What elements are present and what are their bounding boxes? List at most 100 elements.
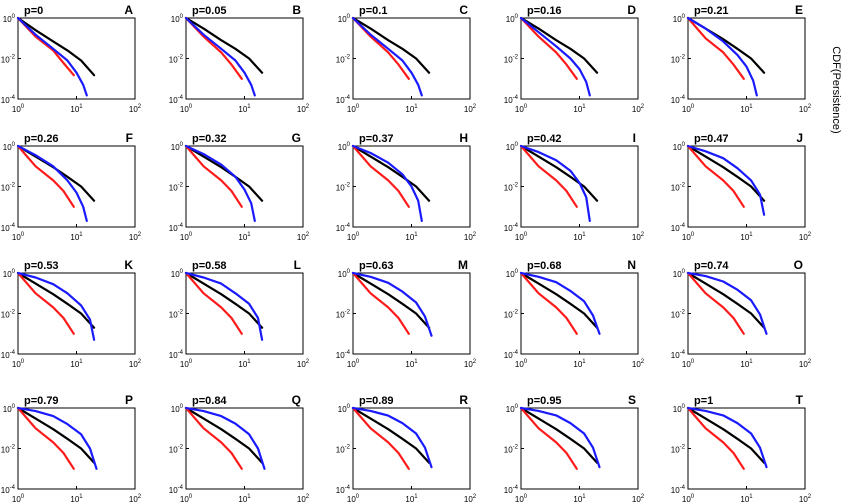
panel-c-ytick-label-0-base: 10 <box>338 15 347 24</box>
panel-b-xtick-label-0-exp: 0 <box>189 104 193 110</box>
panel-q-letter: Q <box>292 393 301 407</box>
panel-k-ytick-label-2-base: 10 <box>1 351 10 360</box>
panel-k-xtick-label-2: 102 <box>129 359 142 369</box>
panel-g-blue-line <box>184 144 256 222</box>
panel-s-xtick-label-1: 101 <box>573 494 586 503</box>
panel-r-ytick-label-2: 10-4 <box>336 485 351 495</box>
panel-l-xtick-label-0-exp: 0 <box>189 359 193 365</box>
panel-t-axes-box <box>687 407 806 490</box>
panel-d-xtick-label-1-exp: 1 <box>582 104 586 110</box>
panel-i-xtick-label-1-base: 10 <box>573 233 582 242</box>
panel-i-xtick-label-0: 100 <box>515 232 528 242</box>
panel-k-ytick-label-0-base: 10 <box>3 270 12 279</box>
panel-b-ytick-label-1-exp: -2 <box>178 55 184 61</box>
panel-o-xtick-label-2-base: 10 <box>799 360 808 369</box>
panel-b-ytick-label-2-exp: -4 <box>178 95 184 101</box>
panel-q-ytick-label-1: 10-2 <box>169 445 184 455</box>
panel-a-xtick-label-0-exp: 0 <box>21 104 25 110</box>
panel-r-xtick-label-0-base: 10 <box>347 495 356 503</box>
panel-h-ytick-label-2-exp: -4 <box>345 223 351 229</box>
panel-d-ytick-label-2-base: 10 <box>504 96 513 105</box>
panel-r-blue-line <box>351 406 433 469</box>
panel-a-ytick-label-1: 10-2 <box>1 55 16 65</box>
panel-i-xtick-label-2-exp: 2 <box>641 232 645 238</box>
panel-g-ytick-label-2: 10-4 <box>169 223 184 233</box>
panel-h-ytick-label-1: 10-2 <box>336 183 351 193</box>
panel-o-xtick-label-2: 102 <box>799 359 812 369</box>
panel-e-ytick-label-2: 10-4 <box>671 95 686 105</box>
panel-t-title: p=1 <box>694 395 713 407</box>
panel-t-ytick-label-0-exp: 0 <box>682 404 686 410</box>
panel-m-ytick-label-0-base: 10 <box>338 270 347 279</box>
panel-l-xtick-label-1-exp: 1 <box>247 359 251 365</box>
panel-q-xtick-label-0-base: 10 <box>180 495 189 503</box>
panel-q-ytick-label-1-exp: -2 <box>178 445 184 451</box>
panel-h-xtick-label-1-base: 10 <box>405 233 414 242</box>
panel-r-xtick-label-0: 100 <box>347 494 360 503</box>
panel-g-xtick-label-0: 100 <box>180 232 193 242</box>
panel-p-xtick-label-0: 100 <box>12 494 25 503</box>
panel-l-ytick-label-0-base: 10 <box>171 270 180 279</box>
panel-p-ytick-label-2-base: 10 <box>1 486 10 495</box>
panel-e-ytick-label-0-exp: 0 <box>682 14 686 20</box>
panel-d-xtick-label-2-exp: 2 <box>641 104 645 110</box>
panel-o-ytick-label-2-exp: -4 <box>680 350 686 356</box>
panel-d-title: p=0.16 <box>527 5 562 17</box>
panel-t-ytick-label-2-exp: -4 <box>680 485 686 491</box>
panel-t-xtick-label-2-base: 10 <box>799 495 808 503</box>
panel-k-ytick-label-1: 10-2 <box>1 310 16 320</box>
panel-n-xtick-label-1-base: 10 <box>573 360 582 369</box>
panel-r-xtick-label-1-base: 10 <box>405 495 414 503</box>
panel-n-ytick-label-1: 10-2 <box>504 310 519 320</box>
panel-h-ytick-label-0: 100 <box>338 142 351 152</box>
panel-m-blue-line <box>351 271 433 337</box>
panel-i-ytick-label-1-exp: -2 <box>513 183 519 189</box>
panel-f-black-line <box>16 144 96 202</box>
panel-s-ytick-label-2: 10-4 <box>504 485 519 495</box>
panel-t-ytick-label-1-base: 10 <box>671 446 680 455</box>
panel-n-ytick-label-2-exp: -4 <box>513 350 519 356</box>
panel-p-ytick-label-1-base: 10 <box>1 446 10 455</box>
panel-k-title: p=0.53 <box>24 260 59 272</box>
panel-c-ytick-label-2: 10-4 <box>336 95 351 105</box>
panel-o-title: p=0.74 <box>694 260 729 272</box>
panel-s-ytick-label-1-base: 10 <box>504 446 513 455</box>
panel-g-ytick-label-2-exp: -4 <box>178 223 184 229</box>
panel-b-xtick-label-2: 102 <box>297 104 310 114</box>
panel-n-black-line <box>519 271 599 329</box>
panel-a-ytick-label-0: 100 <box>3 14 16 24</box>
panel-d-xtick-label-2-base: 10 <box>632 105 641 114</box>
panel-a-ytick-label-2-exp: -4 <box>10 95 16 101</box>
panel-h-xtick-label-0-base: 10 <box>347 233 356 242</box>
panel-q-xtick-label-1: 101 <box>238 494 251 503</box>
panel-n-ytick-label-2: 10-4 <box>504 350 519 360</box>
panel-e-ytick-label-1-exp: -2 <box>680 55 686 61</box>
panel-c-xtick-label-1-exp: 1 <box>414 104 418 110</box>
panel-b-ytick-label-0-exp: 0 <box>180 14 184 20</box>
panel-c-xtick-label-0: 100 <box>347 104 360 114</box>
panel-f-ytick-label-2: 10-4 <box>1 223 16 233</box>
panel-q-ytick-label-0-base: 10 <box>171 405 180 414</box>
panel-k-axes-box <box>17 272 136 355</box>
panel-f-ytick-label-1: 10-2 <box>1 183 16 193</box>
panel-a-xtick-label-1-base: 10 <box>70 105 79 114</box>
panel-c-ytick-label-1-exp: -2 <box>345 55 351 61</box>
panel-o-xtick-label-0: 100 <box>682 359 695 369</box>
panel-k-ytick-label-1-base: 10 <box>1 311 10 320</box>
panel-g-xtick-label-1: 101 <box>238 232 251 242</box>
panel-a-ytick-label-0-exp: 0 <box>12 14 16 20</box>
panel-e-ytick-label-0: 100 <box>673 14 686 24</box>
panel-f-xtick-label-2-base: 10 <box>129 233 138 242</box>
panel-h-ytick-label-1-base: 10 <box>336 184 345 193</box>
panel-a-ytick-label-2-base: 10 <box>1 96 10 105</box>
panel-q-ytick-label-2-base: 10 <box>169 486 178 495</box>
panel-m-letter: M <box>458 258 468 272</box>
panel-t-black-line <box>686 406 766 464</box>
panel-r-ytick-label-2-exp: -4 <box>345 485 351 491</box>
panel-o-ytick-label-2: 10-4 <box>671 350 686 360</box>
